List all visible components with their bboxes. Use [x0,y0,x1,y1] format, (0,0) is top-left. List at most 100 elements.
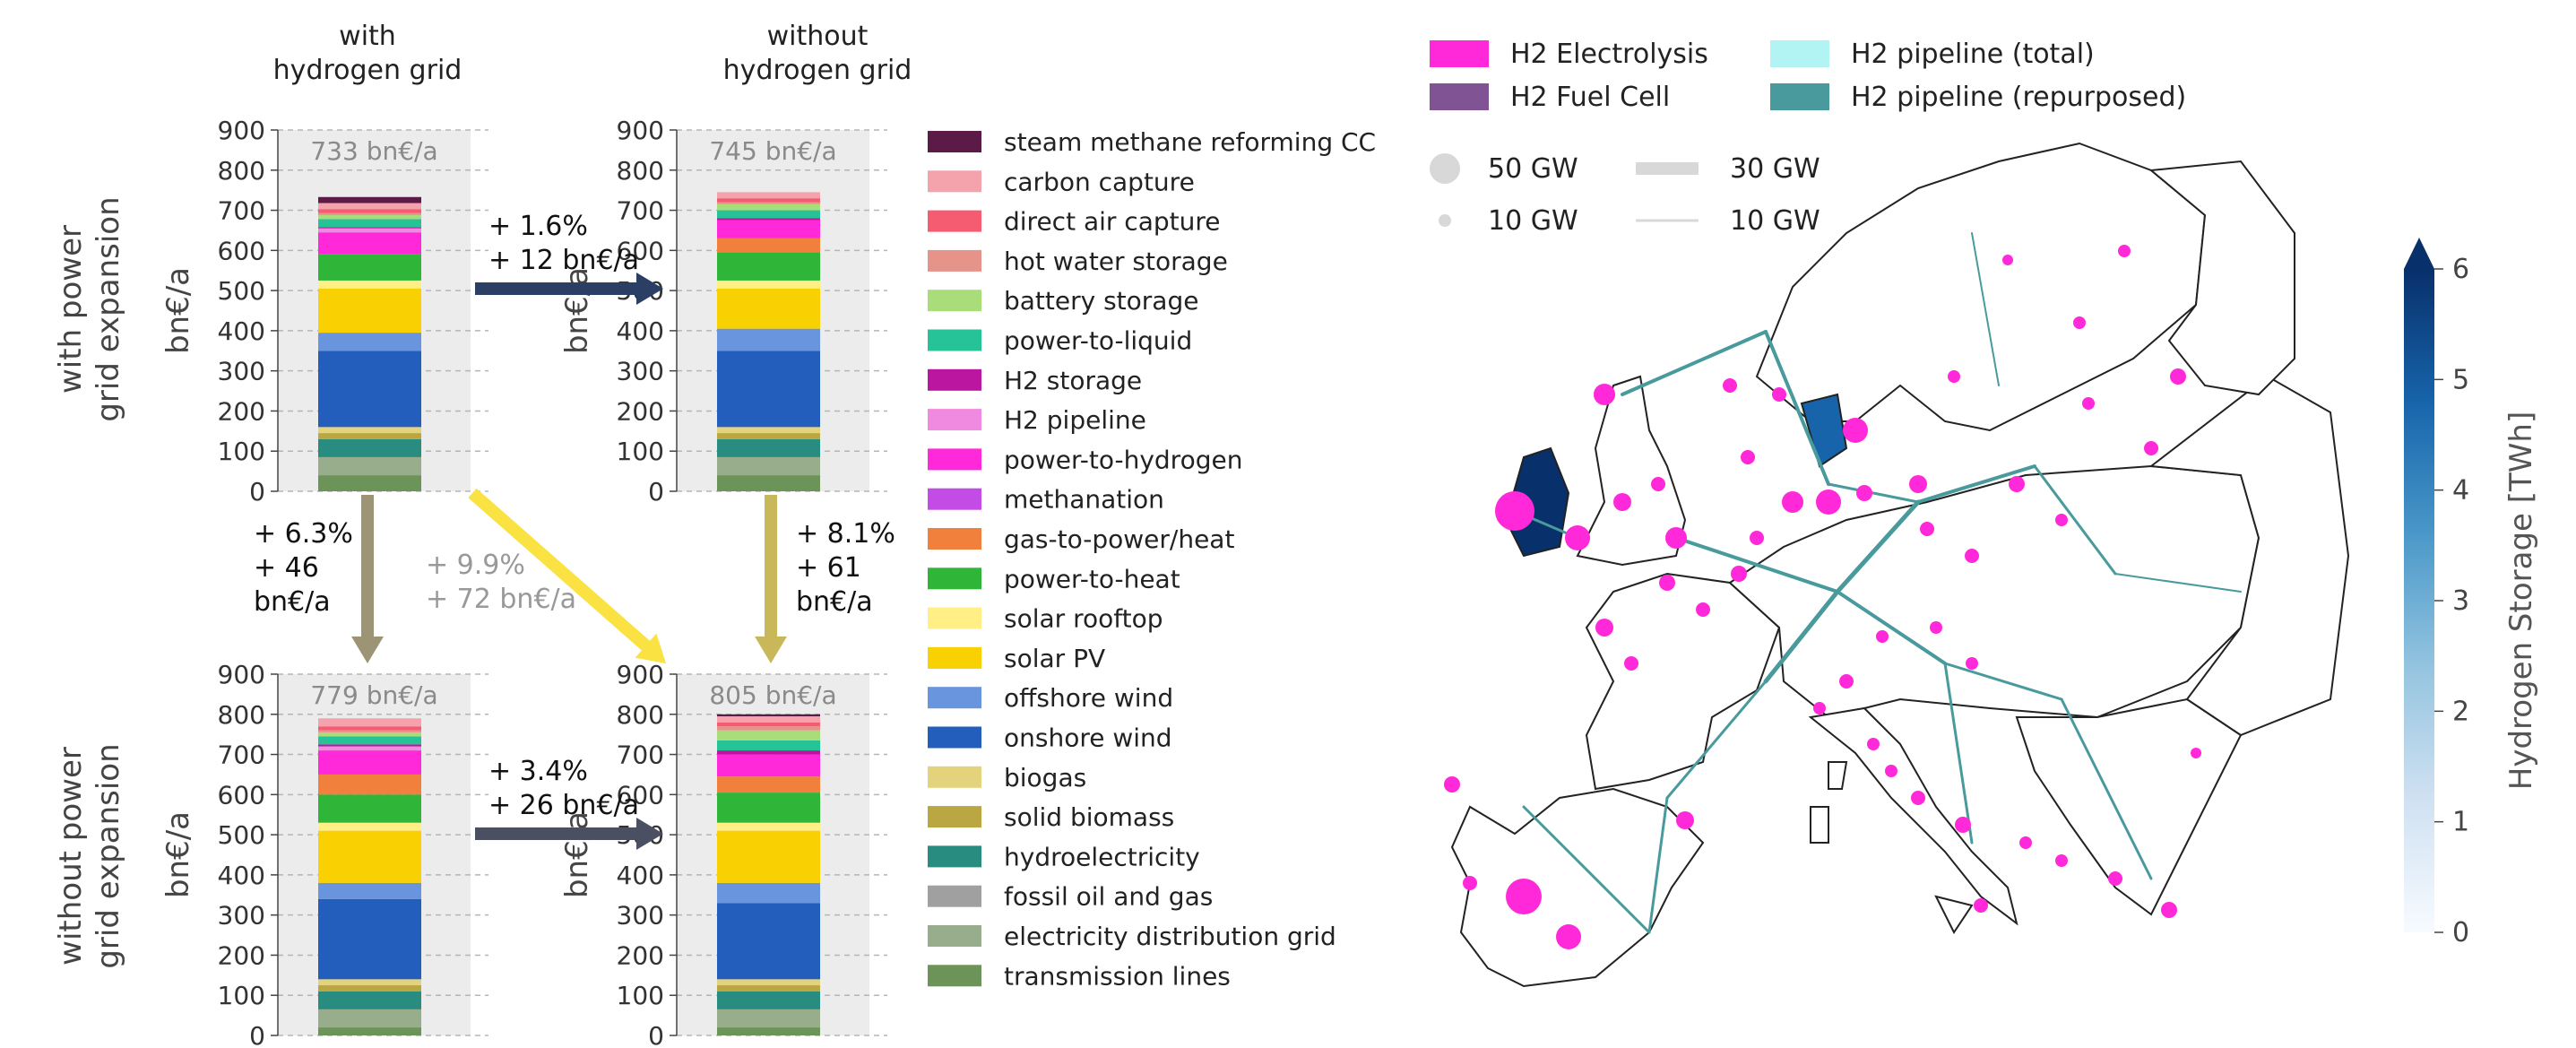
colorbar-tick-label: 2 [2452,696,2469,727]
electrolysis-node [2170,368,2186,385]
bar-segment-battery-storage [717,730,820,741]
legend-swatch [928,845,981,868]
line-legend-label-small: 10 GW [1730,205,1820,237]
bar-segment-transmission-lines [717,1027,820,1035]
bar-segment-battery-storage [318,214,421,220]
map-land [1450,142,2350,988]
y-tick-label: 0 [249,1021,265,1048]
total-cost-label: 733 bn€/a [310,136,437,166]
legend-swatch-h2-pipeline-repurposed [1770,83,1829,110]
legend-label: power-to-liquid [1004,326,1192,356]
electrolysis-node [2161,902,2177,918]
legend-label: solar PV [1004,644,1105,673]
legend-swatch [928,249,981,272]
y-tick-label: 200 [218,396,265,426]
bar-segment-offshore-wind [717,328,820,351]
bar-segment-h2-storage [318,744,421,747]
colorbar-tick-label: 3 [2452,585,2469,617]
bar-segment-hot-water-storage [318,212,421,215]
bar-segment-solar-pv [318,288,421,333]
y-tick-label: 800 [218,700,265,730]
legend-label-h2-fuel-cell: H2 Fuel Cell [1510,82,1670,113]
bar-segment-steam-methane-reforming-cc [717,714,820,717]
legend-item-solar-rooftop: solar rooftop [928,604,1163,634]
bar-segment-hydroelectricity [318,991,421,1009]
electrolysis-node [2118,245,2131,257]
legend-item-steam-methane-reforming-cc: steam methane reforming CC [928,127,1376,157]
legend-swatch [928,210,981,232]
legend-item-biogas: biogas [928,763,1086,792]
y-tick-label: 200 [617,396,664,426]
electrolysis-node [1876,630,1889,643]
electrolysis-node [2073,316,2086,329]
y-axis-label: bn€/a [559,267,595,354]
electrolysis-node [1741,450,1755,464]
legend-swatch [928,925,981,947]
legend-item-electricity-distribution-grid: electricity distribution grid [928,922,1336,951]
bar-segment-gas-to-power-heat [717,776,820,793]
change-arrow-5: + 3.4% + 26 bn€/a [475,756,663,850]
bar-segment-onshore-wind [717,351,820,428]
bar-segment-carbon-capture [717,192,820,199]
legend-label: steam methane reforming CC [1004,127,1376,157]
bar-segment-biogas [318,979,421,986]
electrolysis-node [1885,765,1897,777]
legend-item-carbon-capture: carbon capture [928,167,1195,196]
bar-segment-direct-air-capture [717,722,820,727]
bar-segment-transmission-lines [318,475,421,491]
y-tick-label: 300 [218,901,265,931]
legend-label: H2 storage [1004,366,1142,395]
column-header-without-h2: without hydrogen grid [723,21,912,86]
map-electrolysis-nodes [1444,245,2201,949]
arrow-label: + 6.3% + 46 bn€/a [254,518,353,618]
legend-label: hot water storage [1004,247,1228,276]
colorbar-ticks: 0 1 2 3 4 5 6 [2434,254,2469,948]
bar-segment-carbon-capture [717,716,820,723]
legend-label: power-to-heat [1004,564,1180,593]
legend-swatch-h2-electrolysis [1430,40,1489,67]
legend-swatch [928,687,981,709]
legend-swatch [928,528,981,550]
bar-segment-battery-storage [318,732,421,737]
y-tick-label: 700 [617,196,664,226]
column-header-with-h2: with hydrogen grid [273,21,462,86]
electrolysis-node [1813,702,1826,715]
legend-label: fossil oil and gas [1004,882,1213,912]
y-tick-label: 300 [617,901,664,931]
y-tick-label: 100 [218,437,265,466]
electrolysis-node [1911,791,1925,805]
bar-segment-power-to-liquid [318,219,421,228]
line-legend-label-large: 30 GW [1730,153,1820,185]
legend-swatch-h2-fuel-cell [1430,83,1489,110]
bar-segment-power-to-heat [717,792,820,823]
y-tick-label: 200 [218,940,265,970]
legend-label-h2-electrolysis: H2 Electrolysis [1510,39,1708,70]
bar-segment-direct-air-capture [318,726,421,731]
electrolysis-node [1772,387,1786,402]
legend-item-solar-pv: solar PV [928,644,1105,673]
y-tick-label: 600 [617,780,664,810]
bar-segment-electricity-distribution-grid [318,1009,421,1028]
electrolysis-node [1782,491,1803,513]
bar-segment-direct-air-capture [318,209,421,213]
legend-item-solid-biomass: solid biomass [928,802,1174,832]
bar-segment-solid-biomass [318,433,421,439]
bar-segment-power-to-heat [318,794,421,823]
legend-label: solid biomass [1004,802,1174,832]
legend-label: methanation [1004,485,1164,515]
legend-swatch [928,607,981,629]
legend-swatch [928,567,981,590]
bar-segment-hydroelectricity [717,991,820,1009]
legend-item-battery-storage: battery storage [928,286,1198,316]
legend-swatch [928,965,981,987]
electrolysis-node [1843,418,1868,443]
y-tick-label: 0 [648,477,664,507]
legend-item-offshore-wind: offshore wind [928,683,1173,713]
electrolysis-node [1696,602,1710,617]
total-cost-label: 745 bn€/a [709,136,836,166]
y-tick-label: 900 [218,116,265,145]
bar-segment-carbon-capture [318,203,421,210]
y-tick-label: 100 [617,981,664,1010]
